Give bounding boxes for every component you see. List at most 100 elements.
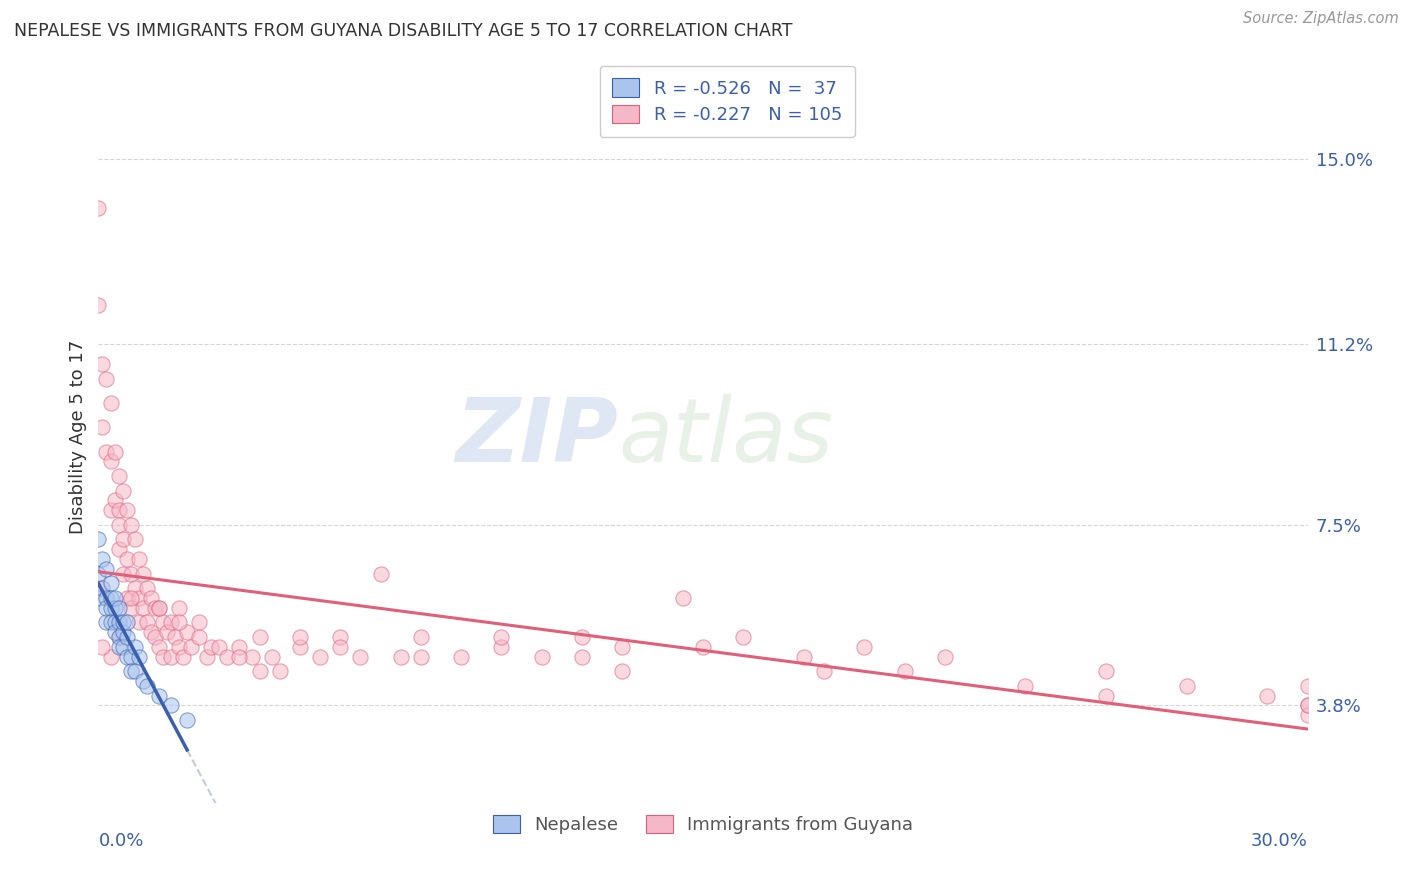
Point	[160, 649, 183, 664]
Point	[269, 664, 291, 678]
Point	[87, 591, 110, 605]
Point	[100, 503, 122, 517]
Point	[156, 625, 179, 640]
Point	[115, 552, 138, 566]
Point	[188, 615, 211, 630]
Point	[87, 566, 110, 581]
Point	[96, 615, 118, 630]
Point	[107, 503, 129, 517]
Point	[111, 615, 134, 630]
Point	[389, 649, 412, 664]
Point	[612, 664, 634, 678]
Point	[96, 600, 118, 615]
Text: Source: ZipAtlas.com: Source: ZipAtlas.com	[1243, 11, 1399, 26]
Point	[188, 630, 211, 644]
Point	[793, 649, 815, 664]
Point	[100, 600, 122, 615]
Point	[115, 503, 138, 517]
Point	[128, 649, 150, 664]
Point	[91, 552, 114, 566]
Point	[87, 298, 110, 312]
Point	[96, 562, 118, 576]
Point	[176, 625, 198, 640]
Point	[107, 542, 129, 557]
Point	[288, 640, 311, 654]
Point	[1296, 698, 1319, 713]
Point	[124, 640, 146, 654]
Point	[107, 517, 129, 532]
Point	[370, 566, 392, 581]
Text: ZIP: ZIP	[456, 393, 619, 481]
Point	[103, 615, 125, 630]
Point	[128, 615, 150, 630]
Point	[120, 517, 142, 532]
Point	[107, 640, 129, 654]
Text: atlas: atlas	[619, 394, 834, 480]
Point	[195, 649, 218, 664]
Point	[103, 591, 125, 605]
Point	[349, 649, 371, 664]
Point	[249, 630, 271, 644]
Point	[87, 581, 110, 595]
Point	[91, 357, 114, 371]
Point	[530, 649, 553, 664]
Point	[143, 630, 166, 644]
Point	[491, 630, 513, 644]
Point	[813, 664, 835, 678]
Point	[111, 640, 134, 654]
Point	[288, 630, 311, 644]
Point	[152, 615, 174, 630]
Point	[100, 576, 122, 591]
Point	[1014, 679, 1036, 693]
Point	[100, 649, 122, 664]
Point	[103, 600, 125, 615]
Point	[111, 625, 134, 640]
Point	[111, 483, 134, 498]
Point	[124, 581, 146, 595]
Point	[934, 649, 956, 664]
Point	[107, 630, 129, 644]
Point	[329, 630, 352, 644]
Point	[100, 615, 122, 630]
Point	[200, 640, 222, 654]
Point	[103, 444, 125, 458]
Point	[228, 649, 250, 664]
Point	[240, 649, 263, 664]
Point	[111, 566, 134, 581]
Point	[103, 625, 125, 640]
Point	[96, 444, 118, 458]
Point	[160, 698, 183, 713]
Point	[176, 713, 198, 727]
Point	[107, 600, 129, 615]
Point	[120, 600, 142, 615]
Point	[309, 649, 332, 664]
Point	[893, 664, 915, 678]
Point	[163, 630, 186, 644]
Point	[249, 664, 271, 678]
Point	[217, 649, 239, 664]
Point	[1296, 679, 1319, 693]
Point	[612, 640, 634, 654]
Point	[132, 673, 155, 688]
Point	[172, 649, 194, 664]
Point	[148, 689, 170, 703]
Point	[139, 591, 162, 605]
Point	[135, 679, 157, 693]
Point	[143, 600, 166, 615]
Text: NEPALESE VS IMMIGRANTS FROM GUYANA DISABILITY AGE 5 TO 17 CORRELATION CHART: NEPALESE VS IMMIGRANTS FROM GUYANA DISAB…	[14, 22, 793, 40]
Point	[100, 454, 122, 468]
Point	[167, 640, 190, 654]
Point	[135, 581, 157, 595]
Point	[132, 600, 155, 615]
Point	[124, 533, 146, 547]
Point	[409, 630, 432, 644]
Point	[180, 640, 202, 654]
Point	[329, 640, 352, 654]
Point	[160, 615, 183, 630]
Point	[260, 649, 283, 664]
Point	[571, 649, 593, 664]
Point	[450, 649, 472, 664]
Point	[148, 640, 170, 654]
Point	[115, 591, 138, 605]
Point	[107, 630, 129, 644]
